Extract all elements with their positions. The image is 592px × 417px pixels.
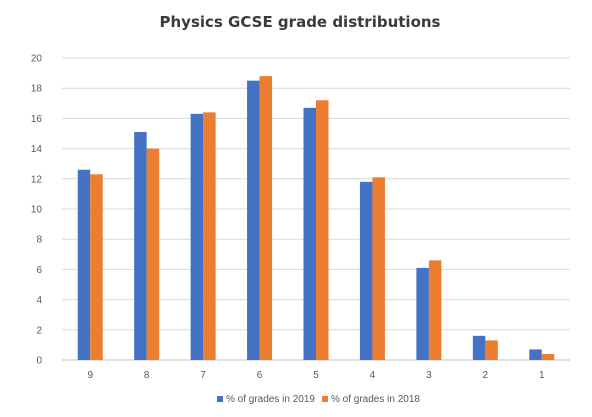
y-tick-label: 8 [36, 235, 42, 246]
x-tick-label: 9 [87, 370, 93, 381]
y-tick-label: 16 [31, 114, 43, 125]
bar-2018-grade-3 [428, 260, 442, 360]
x-tick-label: 4 [370, 370, 376, 381]
x-tick-label: 3 [426, 370, 432, 381]
bar-2018-grade-8 [146, 148, 160, 360]
legend-label: % of grades in 2019 [226, 394, 315, 405]
x-axis-ticks: 9 8 7 6 5 4 3 2 1 [87, 370, 545, 381]
x-tick-label: 5 [313, 370, 319, 381]
bar-2018-grade-5 [316, 100, 329, 360]
bar-2019-grade-8 [134, 131, 147, 360]
y-tick-label: 0 [36, 356, 42, 367]
bar-2018-grade-1 [541, 353, 555, 360]
y-axis-ticks: 0 2 4 6 8 10 12 14 16 18 20 [31, 54, 43, 367]
bar-2019-grade-5 [303, 107, 316, 360]
bar-2019-grade-3 [416, 267, 429, 360]
legend-swatch [217, 396, 223, 402]
y-tick-label: 2 [36, 325, 42, 336]
bar-2019-grade-2 [472, 335, 486, 360]
bar-2019-grade-9 [77, 169, 91, 360]
bar-2019-grade-7 [190, 113, 204, 361]
chart-title: Physics GCSE grade distributions [160, 13, 441, 31]
y-tick-label: 4 [36, 295, 42, 306]
bar-2019-grade-4 [359, 181, 373, 360]
y-tick-label: 6 [36, 265, 42, 276]
legend: % of grades in 2019 % of grades in 2018 [217, 394, 420, 405]
x-tick-label: 8 [144, 370, 150, 381]
bar-2018-grade-9 [90, 174, 103, 360]
x-tick-label: 7 [200, 370, 206, 381]
legend-swatch [322, 396, 328, 402]
y-tick-label: 10 [31, 205, 43, 216]
bar-2018-grade-6 [259, 76, 273, 361]
x-tick-label: 1 [539, 370, 545, 381]
x-tick-label: 2 [483, 370, 489, 381]
bar-2018-grade-4 [372, 177, 385, 360]
y-tick-label: 20 [31, 54, 43, 65]
bar-2019-grade-1 [529, 349, 542, 360]
x-tick-label: 6 [257, 370, 263, 381]
y-tick-label: 14 [31, 144, 43, 155]
bars [77, 76, 555, 361]
bar-2019-grade-6 [247, 80, 260, 361]
bar-2018-grade-2 [485, 340, 498, 360]
y-tick-label: 18 [31, 84, 43, 95]
legend-label: % of grades in 2018 [331, 394, 420, 405]
bar-2018-grade-7 [203, 112, 216, 360]
y-tick-label: 12 [31, 174, 43, 185]
